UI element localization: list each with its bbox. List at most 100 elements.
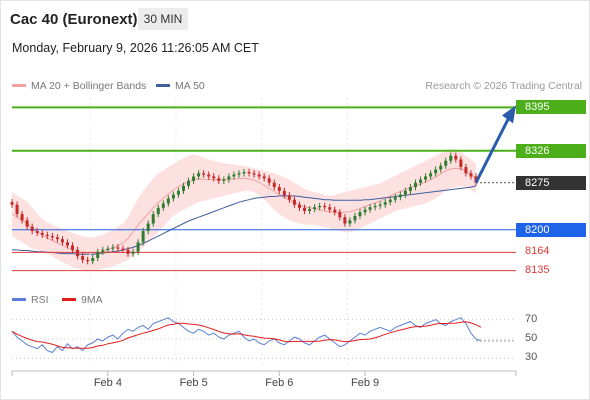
candle-body — [368, 207, 372, 210]
candle-body — [212, 176, 216, 179]
bollinger-swatch — [12, 83, 26, 87]
bollinger-label: MA 20 + Bollinger Bands — [31, 80, 147, 92]
candle-body — [30, 226, 34, 232]
rsi-tick-label: 70 — [525, 312, 538, 325]
timestamp: Monday, February 9, 2026 11:26:05 AM CET — [12, 41, 259, 55]
rsi-ma9-line — [11, 321, 482, 349]
candle-body — [353, 215, 357, 221]
candle-body — [363, 209, 367, 213]
candle-body — [454, 155, 458, 160]
candle-body — [398, 194, 402, 198]
rsi-line — [11, 317, 482, 354]
candle-body — [161, 203, 165, 208]
candle-body — [232, 174, 236, 177]
candle-body — [171, 194, 175, 199]
candle-body — [348, 220, 352, 224]
candle-body — [277, 187, 281, 191]
candle-body — [449, 155, 453, 161]
candle-body — [282, 190, 286, 196]
candle-body — [292, 199, 296, 205]
candle-body — [126, 249, 130, 254]
ma50-label: MA 50 — [175, 80, 205, 92]
level-label-8164: 8164 — [525, 245, 550, 258]
candle-body — [388, 199, 392, 203]
candle-body — [287, 195, 291, 200]
candle-body — [81, 256, 85, 260]
x-tick-label: Feb 5 — [179, 377, 208, 389]
candle-body — [313, 207, 317, 210]
level-label-8200: 8200 — [516, 222, 586, 237]
credit-text: Research © 2026 Trading Central — [425, 80, 582, 92]
level-label-8275: 8275 — [516, 175, 586, 190]
candle-body — [91, 258, 95, 262]
candle-body — [207, 174, 211, 177]
candle-body — [242, 172, 246, 174]
candle-body — [439, 165, 443, 170]
candle-body — [176, 190, 180, 195]
candle-body — [262, 176, 266, 179]
candle-body — [227, 176, 231, 180]
9ma-label: 9MA — [81, 294, 103, 306]
rsi-swatch — [12, 297, 26, 301]
candle-body — [55, 237, 59, 240]
candle-body — [247, 172, 251, 174]
candle-body — [297, 204, 301, 208]
candle-body — [272, 182, 276, 188]
candle-body — [60, 239, 64, 243]
candle-body — [252, 173, 256, 175]
candle-body — [96, 251, 100, 259]
candle-body — [328, 207, 332, 210]
candle-body — [343, 217, 347, 224]
candle-body — [141, 231, 145, 243]
candle-body — [202, 173, 206, 175]
candle-body — [146, 223, 150, 232]
candle-body — [35, 231, 39, 233]
timeframe-badge[interactable]: 30 MIN — [138, 8, 188, 30]
candle-body — [181, 185, 185, 191]
x-tick-label: Feb 9 — [351, 377, 380, 389]
candle-body — [106, 248, 110, 250]
candle-body — [318, 205, 322, 208]
candle-body — [187, 180, 191, 186]
candle-body — [156, 207, 160, 215]
level-label-8135: 8135 — [525, 263, 550, 276]
candle-body — [459, 159, 463, 168]
candle-body — [50, 236, 54, 238]
candle-body — [373, 205, 377, 208]
candle-body — [121, 248, 125, 250]
forecast-arrow-head — [502, 105, 516, 124]
ma50-swatch — [156, 83, 170, 87]
bollinger-band — [12, 149, 476, 271]
candle-body — [469, 173, 473, 177]
candle-body — [257, 174, 261, 177]
candle-body — [429, 173, 433, 177]
candle-body — [217, 178, 221, 181]
candle-body — [434, 169, 438, 174]
candle-body — [71, 245, 75, 250]
candle-body — [25, 220, 29, 227]
candle-body — [111, 247, 115, 249]
legend-rsi: RSI — [12, 294, 49, 306]
candle-body — [116, 247, 120, 249]
candle-body — [131, 251, 135, 254]
forecast-arrow-shaft — [474, 116, 511, 184]
candle-body — [192, 176, 196, 181]
rsi-tick-label: 50 — [525, 332, 538, 344]
candle-body — [101, 249, 105, 252]
candle-body — [10, 202, 14, 205]
candle-body — [65, 242, 69, 246]
legend-9ma: 9MA — [62, 294, 103, 306]
rsi-tick-label: 30 — [525, 351, 538, 364]
x-tick-label: Feb 6 — [265, 377, 294, 389]
candle-body — [303, 207, 307, 211]
candle-body — [378, 204, 382, 206]
x-tick-label: Feb 4 — [93, 377, 122, 389]
candle-body — [166, 198, 170, 204]
candle-body — [444, 160, 448, 166]
candle-body — [237, 173, 241, 175]
candle-body — [197, 173, 201, 177]
9ma-swatch — [62, 297, 76, 301]
candle-body — [323, 205, 327, 208]
candle-body — [151, 214, 155, 224]
